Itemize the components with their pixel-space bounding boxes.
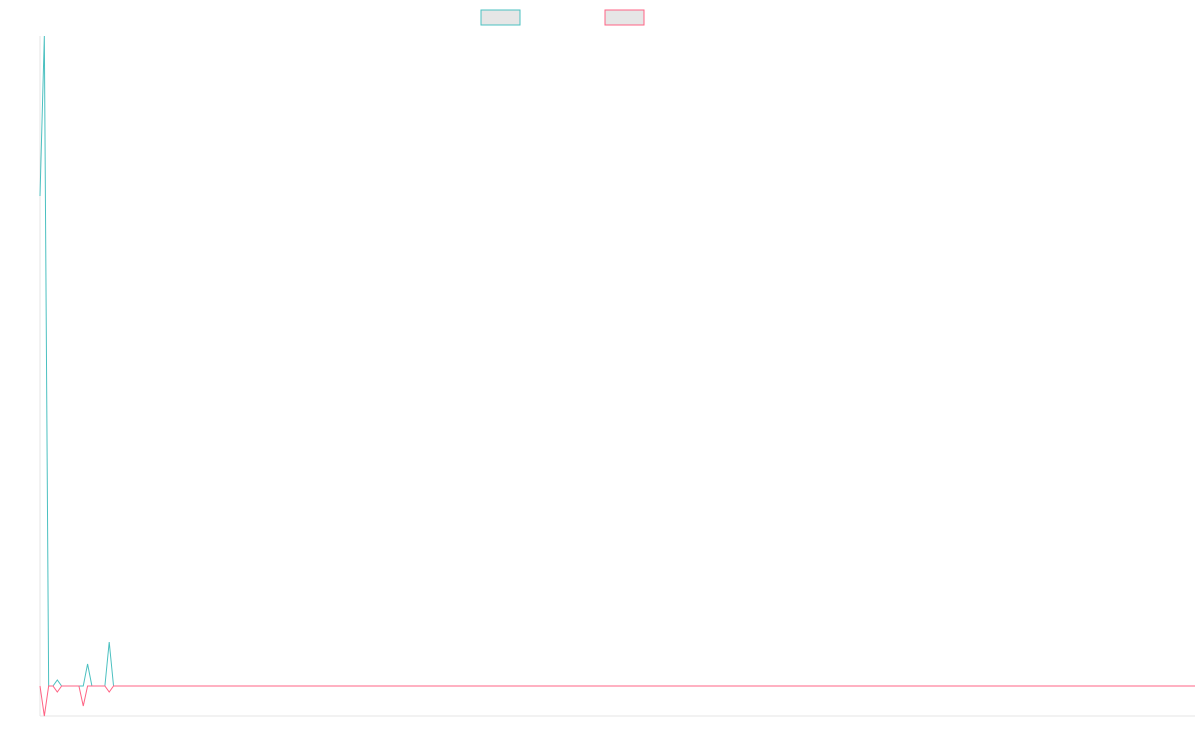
legend-swatch — [604, 9, 645, 26]
series-line — [39, 35, 1195, 687]
legend-swatch — [480, 9, 521, 26]
series-line — [39, 685, 1195, 717]
